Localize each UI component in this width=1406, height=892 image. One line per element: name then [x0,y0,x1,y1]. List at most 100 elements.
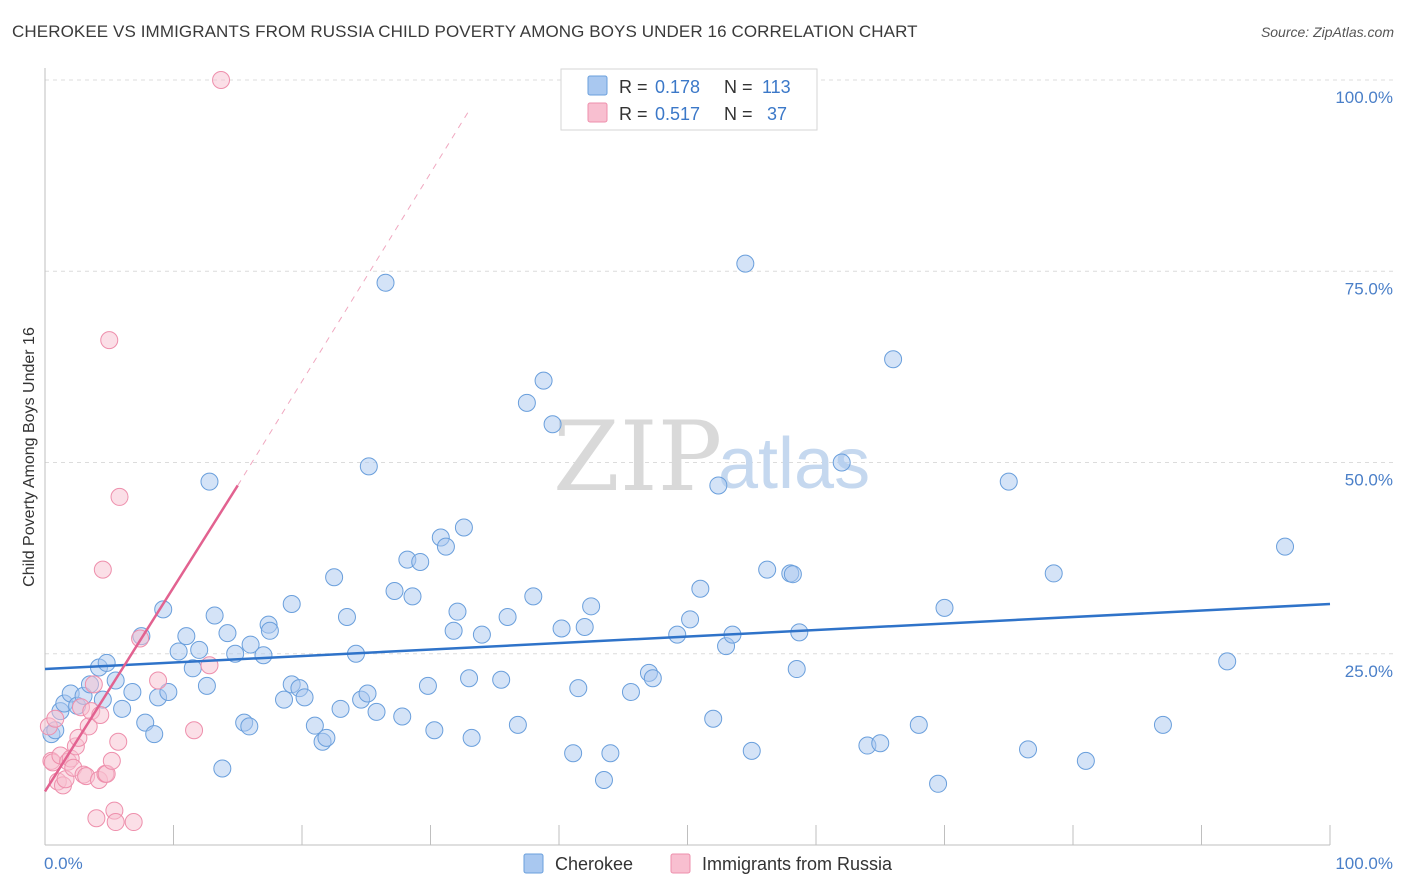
cherokee-point [524,587,543,606]
cherokee-point [154,600,173,619]
cherokee-point [543,415,562,434]
cherokee-point [508,715,527,734]
cherokee-point [325,568,344,587]
cherokee-point [935,598,954,617]
cherokee-point [582,597,601,616]
cherokee-point [254,646,273,665]
russia-point [93,560,112,579]
legend-swatch-russia [587,102,608,123]
bottom-legend-label-russia: Immigrants from Russia [702,854,893,874]
cherokee-point [783,565,802,584]
watermark: ZIP atlas [553,401,870,513]
cherokee-point [742,741,761,760]
bottom-legend-label-cherokee: Cherokee [555,854,633,874]
y-tick-label-2: 50.0% [1345,471,1393,490]
cherokee-point [564,744,583,763]
cherokee-point [282,595,301,614]
cherokee-point [358,684,377,703]
bottom-legend-swatch-russia [670,853,691,874]
russia-point [84,675,103,694]
russia-point [87,809,106,828]
legend-r-label-1: R = [619,77,648,97]
y-tick-label-0: 100.0% [1335,88,1393,107]
cherokee-point [832,453,851,472]
russia-trend-line [43,484,239,793]
cherokee-point [218,624,237,643]
source-label: Source: ZipAtlas.com [1260,24,1394,40]
watermark-zip: ZIP [553,401,722,513]
cherokee-point [594,770,613,789]
russia-point [46,709,65,728]
cherokee-point [1076,751,1095,770]
cherokee-point [337,608,356,627]
cherokee-point [1218,652,1237,671]
cherokee-point [145,725,164,744]
cherokee-point [97,653,116,672]
legend-n-value-2: 37 [767,104,787,124]
cherokee-point [444,621,463,640]
x-tick-label-left: 0.0% [44,854,83,873]
cherokee-point [205,606,224,625]
cherokee-point [534,371,553,390]
cherokee-point [331,699,350,718]
cherokee-point [159,683,178,701]
cherokee-point [197,676,216,695]
y-tick-label-1: 75.0% [1345,279,1393,298]
cherokee-point [709,476,728,495]
cherokee-point [260,621,279,640]
cherokee-point [177,627,196,646]
cherokee-point [462,728,481,747]
y-tick-label-3: 25.0% [1345,662,1393,681]
axes [44,68,1331,846]
legend-n-label-1: N = [724,77,753,97]
grid [45,79,1393,655]
cherokee-point [472,625,491,644]
y-axis-title: Child Poverty Among Boys Under 16 [21,327,38,587]
russia-point [100,331,119,350]
cherokee-point [359,457,378,476]
cherokee-point [385,582,404,601]
russia-point [185,721,204,740]
cherokee-point [425,721,444,740]
cherokee-point [240,717,259,736]
cherokee-point [929,774,948,793]
cherokee-points [42,254,1295,793]
cherokee-point [305,716,324,735]
russia-point [102,751,121,770]
cherokee-point [884,350,903,369]
cherokee-point [295,688,314,707]
legend-n-value-1: 113 [762,77,791,97]
russia-point [110,487,129,506]
legend-box: R = 0.178 N = 113 R = 0.517 N = 37 [560,68,818,131]
cherokee-point [241,635,260,654]
legend-swatch-cherokee [587,75,608,96]
cherokee-point [736,254,755,273]
cherokee-point [575,617,594,636]
cherokee-point [403,587,422,606]
cherokee-point [460,669,479,688]
cherokee-point [681,610,700,629]
y-tick-labels: 100.0% 75.0% 50.0% 25.0% [1335,88,1393,681]
russia-point [124,813,143,832]
cherokee-point [552,619,571,638]
cherokee-point [621,683,640,701]
cherokee-point [498,608,517,627]
cherokee-trend-line [44,602,1331,671]
cherokee-point [871,734,890,753]
cherokee-point [448,602,467,621]
cherokee-point [317,728,336,747]
cherokee-point [1276,537,1295,556]
cherokee-point [601,744,620,763]
cherokee-point [123,683,142,701]
cherokee-point [190,640,209,659]
russia-points [39,71,231,832]
trend-lines [43,110,1331,793]
x-tick-label-right: 100.0% [1335,854,1393,873]
cherokee-point [758,560,777,579]
russia-point [212,71,231,89]
cherokee-point [643,669,662,688]
cherokee-point [169,642,188,661]
legend-r-label-2: R = [619,104,648,124]
cherokee-point [909,715,928,734]
